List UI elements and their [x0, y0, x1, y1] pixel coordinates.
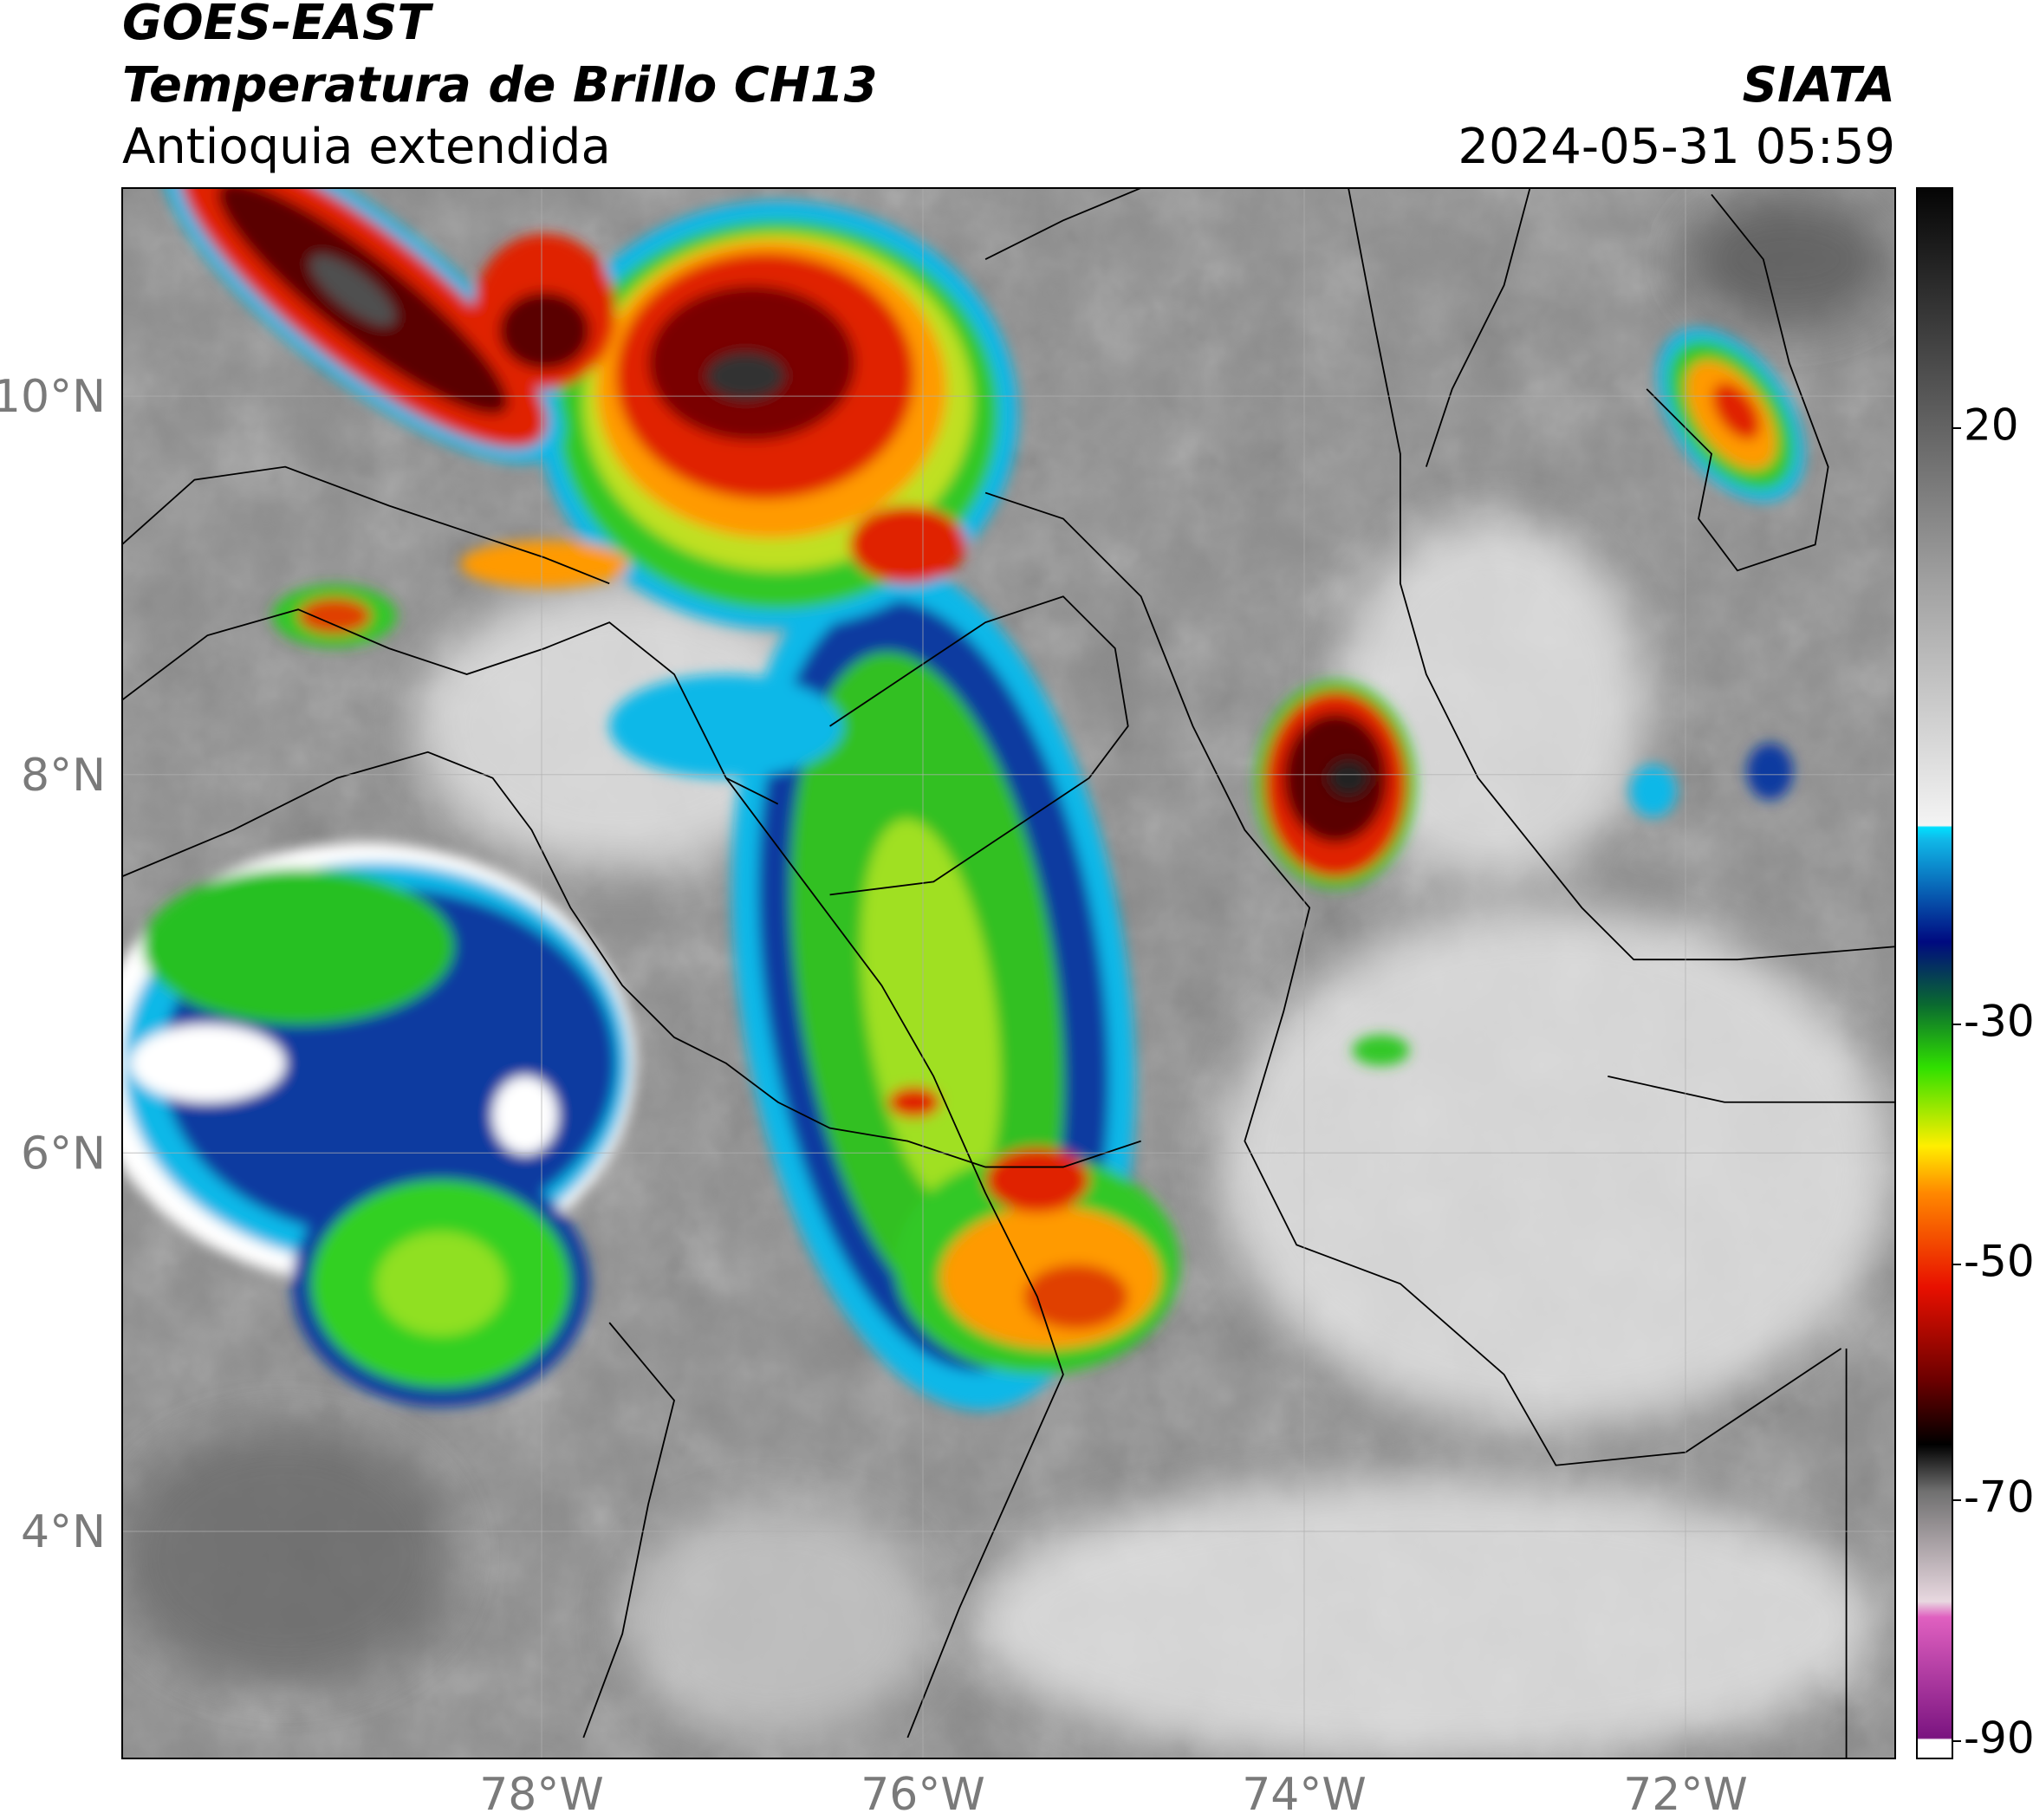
- region: Antioquia extendida: [122, 119, 611, 175]
- y-tick-label: 10°N: [0, 371, 106, 423]
- x-tick-label: 76°W: [861, 1769, 985, 1820]
- title: GOES-EAST: [122, 0, 433, 51]
- datetime: 2024-05-31 05:59: [1458, 119, 1895, 175]
- y-tick-label: 8°N: [21, 750, 106, 802]
- subtitle: Temperatura de Brillo CH13: [122, 57, 878, 114]
- colorbar-tick-label: -90: [1964, 1713, 2033, 1764]
- colorbar-tick-label: 20: [1964, 400, 2019, 451]
- x-tick-label: 72°W: [1623, 1769, 1748, 1820]
- y-tick-label: 6°N: [21, 1128, 106, 1180]
- satellite-image: [122, 188, 1895, 1758]
- y-tick-label: 4°N: [21, 1506, 106, 1558]
- colorbar-tick-label: -30: [1964, 997, 2033, 1047]
- colorbar-tick-label: -50: [1964, 1237, 2033, 1287]
- colorbar: [1916, 187, 1953, 1759]
- map-frame: [121, 187, 1896, 1759]
- x-tick-label: 74°W: [1242, 1769, 1367, 1820]
- source: SIATA: [1743, 57, 1895, 114]
- colorbar-tick-label: -70: [1964, 1472, 2033, 1523]
- x-tick-label: 78°W: [479, 1769, 604, 1820]
